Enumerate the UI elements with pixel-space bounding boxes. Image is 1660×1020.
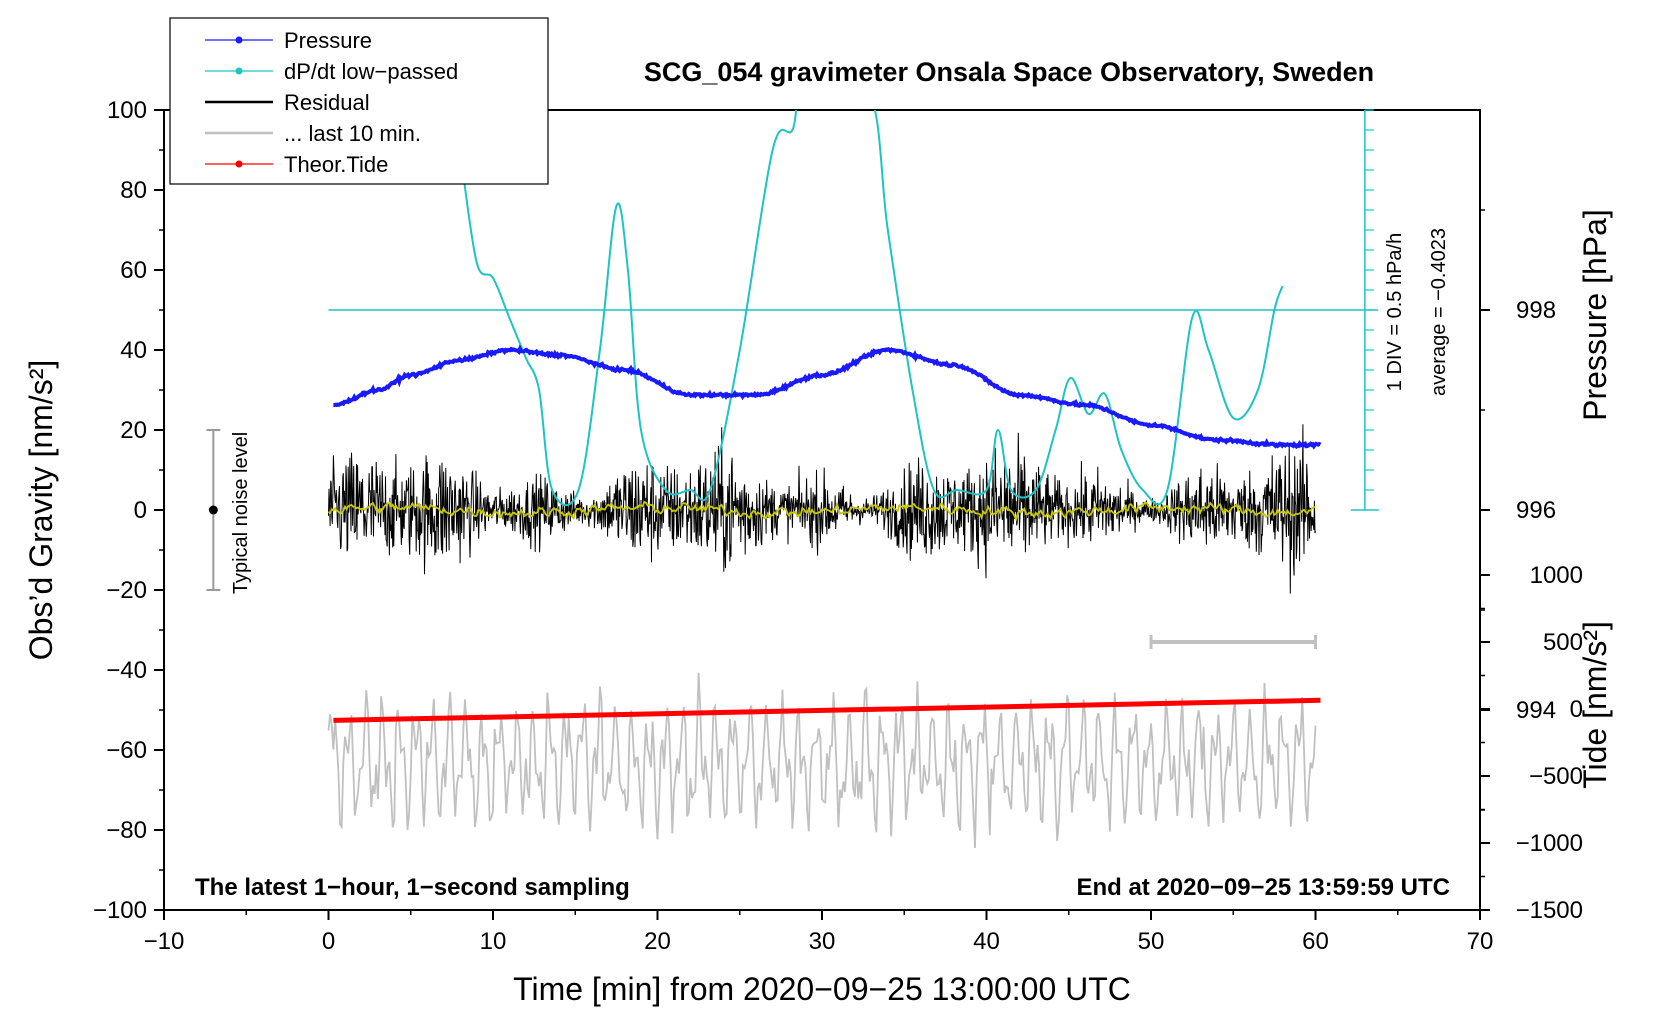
tide-tick-label: 500 — [1543, 629, 1583, 656]
legend: Pressure dP/dt low−passed Residual ... last… — [169, 17, 549, 185]
last-10-min-bar — [1149, 635, 1317, 649]
legend-marker — [235, 160, 243, 168]
dpdt-series — [459, 110, 1284, 506]
theor-tide-line — [333, 697, 1321, 723]
tide-tick-label: 1000 — [1530, 562, 1583, 589]
x-tick-label: 20 — [644, 928, 671, 955]
sampling-note: The latest 1−hour, 1−second sampling — [195, 874, 630, 901]
y-tick-label: −20 — [106, 577, 147, 604]
tide-axis-ticks: −1500 −1000 −500 0 500 1000 — [1480, 562, 1583, 924]
x-tick-label: 70 — [1467, 928, 1494, 955]
y-tick-label: −100 — [93, 897, 147, 924]
tide-axis-title: Tide [nm/s²] — [1577, 621, 1613, 789]
x-axis-title: Time [min] from 2020−09−25 13:00:00 UTC — [513, 971, 1131, 1007]
residual-smoothed-line — [327, 500, 1316, 522]
y-tick-label: 100 — [107, 97, 147, 124]
y-axis-title: Obs’d Gravity [nm/s²] — [23, 360, 59, 661]
y-axis-ticks: −100 −80 −60 −40 −20 0 20 40 60 80 100 — [93, 97, 164, 924]
tide-tick-label: 0 — [1570, 696, 1583, 723]
x-tick-label: 30 — [809, 928, 836, 955]
x-tick-label: −10 — [144, 928, 185, 955]
noise-level-indicator — [206, 429, 221, 591]
pressure-tick-label: 996 — [1516, 497, 1556, 524]
tide-tick-label: −500 — [1529, 763, 1583, 790]
pressure-axis-ticks: 994 996 998 — [1480, 209, 1556, 811]
end-time-note: End at 2020−09−25 13:59:59 UTC — [1076, 874, 1450, 901]
y-tick-label: 60 — [120, 257, 147, 284]
legend-label: Theor.Tide — [284, 152, 388, 177]
residual-line — [328, 424, 1316, 594]
dpdt-line — [459, 110, 1284, 506]
last-10-min-line — [327, 672, 1317, 848]
y-tick-label: 20 — [120, 417, 147, 444]
tide-tick-label: −1000 — [1516, 830, 1583, 857]
noise-level-label: Typical noise level — [230, 432, 252, 594]
x-axis-ticks: −10 0 10 20 30 40 50 60 70 — [144, 910, 1494, 955]
dpdt-scale-bar — [1350, 109, 1379, 511]
x-tick-label: 40 — [973, 928, 1000, 955]
y-tick-label: 40 — [120, 337, 147, 364]
residual-series — [328, 424, 1316, 594]
legend-label: Residual — [284, 90, 370, 115]
legend-label: ... last 10 min. — [284, 121, 421, 146]
chart-title: SCG_054 gravimeter Onsala Space Observat… — [644, 57, 1374, 87]
pressure-line — [333, 344, 1322, 450]
pressure-tick-label: 994 — [1516, 697, 1556, 724]
y-tick-label: −60 — [106, 737, 147, 764]
x-tick-label: 60 — [1302, 928, 1329, 955]
last-10-min-series — [327, 672, 1317, 848]
noise-center-dot — [208, 505, 218, 515]
legend-marker — [235, 67, 243, 75]
legend-label: dP/dt low−passed — [284, 59, 458, 84]
y-tick-label: 0 — [134, 497, 147, 524]
x-tick-label: 10 — [480, 928, 507, 955]
y-tick-label: 80 — [120, 177, 147, 204]
pressure-tick-label: 998 — [1516, 297, 1556, 324]
legend-entries: Pressure dP/dt low−passed Residual ... last… — [205, 28, 458, 177]
legend-label: Pressure — [284, 28, 372, 53]
x-tick-label: 0 — [322, 928, 335, 955]
legend-marker — [235, 36, 243, 44]
dpdt-average-label: average = −0.4023 — [1428, 228, 1450, 396]
y-tick-label: −80 — [106, 817, 147, 844]
tide-tick-label: −1500 — [1516, 897, 1583, 924]
pressure-series — [333, 344, 1322, 450]
theor-tide-series — [333, 697, 1321, 723]
y-tick-label: −40 — [106, 657, 147, 684]
residual-smoothed-series — [327, 500, 1316, 522]
dpdt-div-label: 1 DIV = 0.5 hPa/h — [1384, 233, 1406, 391]
pressure-axis-title: Pressure [hPa] — [1577, 209, 1613, 421]
x-tick-label: 50 — [1138, 928, 1165, 955]
